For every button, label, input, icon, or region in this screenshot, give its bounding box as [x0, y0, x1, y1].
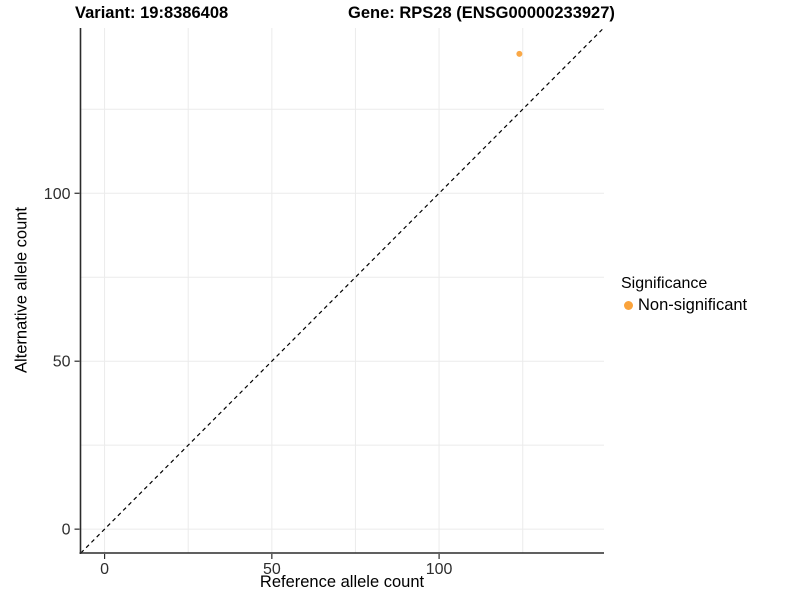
y-axis-title: Alternative allele count — [12, 206, 31, 374]
y-tick-label: 0 — [62, 522, 71, 539]
data-point — [516, 50, 523, 57]
variant-title: Variant: 19:8386408 — [75, 4, 229, 22]
x-tick-label: 50 — [263, 561, 281, 578]
identity-dashed-line — [80, 27, 605, 554]
x-axis-title: Reference allele count — [259, 573, 425, 591]
x-tick-label: 100 — [426, 561, 453, 578]
x-tick-label: 0 — [100, 561, 109, 578]
legend-item-non-significant: Non-significant — [621, 296, 747, 315]
legend-item-label: Non-significant — [638, 296, 748, 314]
legend: Significance Non-significant — [621, 275, 747, 315]
legend-point-icon — [624, 301, 633, 310]
legend-title: Significance — [621, 275, 708, 292]
y-tick-label: 100 — [44, 186, 71, 203]
y-tick-label: 50 — [53, 354, 71, 371]
gene-title: Gene: RPS28 (ENSG00000233927) — [348, 4, 615, 22]
